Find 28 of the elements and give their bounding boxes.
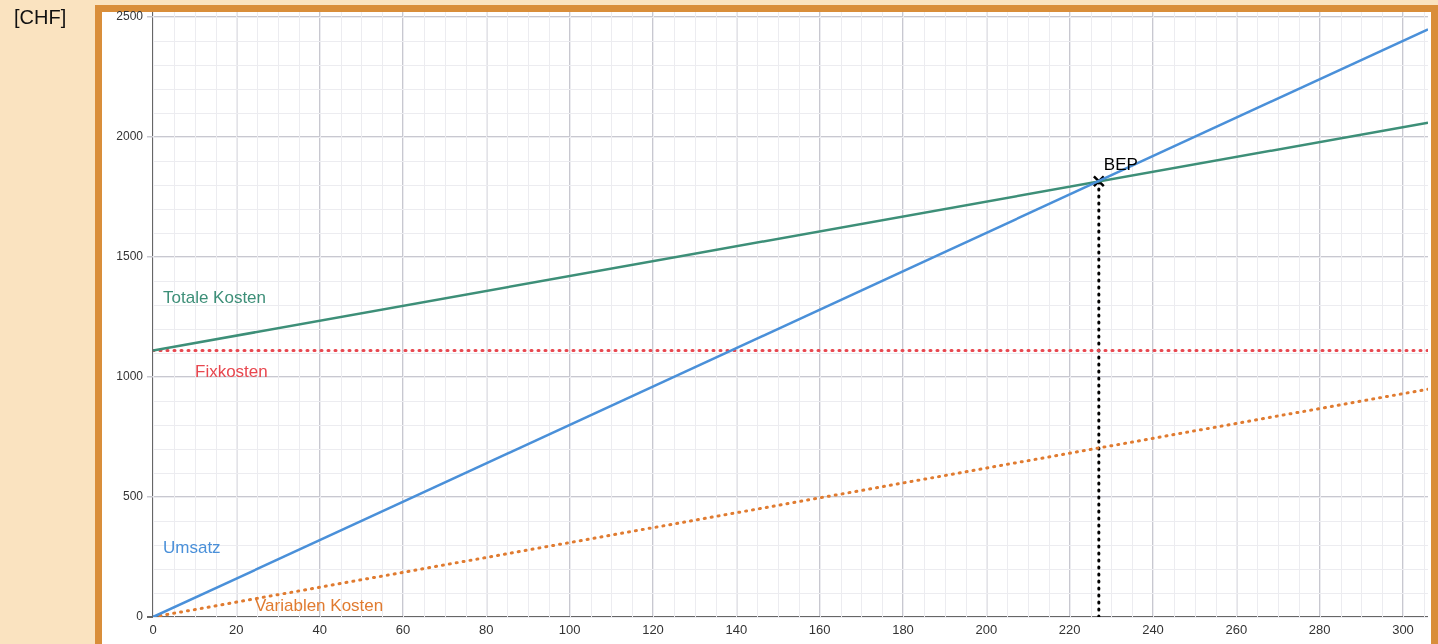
x-tick-label: 240: [1142, 622, 1164, 638]
series-label: BEP: [1103, 154, 1138, 174]
x-tick-label: 260: [1225, 622, 1248, 638]
series-label: Umsatz: [163, 538, 221, 558]
y-tick-label: 2500: [116, 9, 144, 24]
x-tick-label: 20: [229, 622, 244, 638]
x-tick-label: 280: [1308, 622, 1331, 638]
series-label: Variablen Kosten: [255, 596, 384, 616]
y-tick-label: 1000: [116, 369, 144, 384]
y-tick-label: 500: [122, 489, 144, 504]
x-tick-label: 220: [1058, 622, 1081, 638]
y-axis-title: [CHF]: [14, 6, 67, 29]
x-tick-label: 180: [892, 622, 914, 638]
x-tick-label: 200: [975, 622, 998, 638]
y-tick-label: 0: [136, 609, 144, 624]
x-tick-label: 80: [479, 622, 494, 638]
x-tick-label: 40: [312, 622, 327, 638]
series-label: Totale Kosten: [163, 288, 267, 308]
x-tick-label: 120: [642, 622, 664, 638]
x-tick-label: 300: [1392, 622, 1414, 638]
x-tick-label: 160: [808, 622, 831, 638]
series-label: Fixkosten: [195, 362, 268, 382]
x-tick-label: 100: [558, 622, 581, 638]
x-tick-label: 140: [725, 622, 748, 638]
y-tick-label: 1500: [116, 249, 144, 264]
y-tick-label: 2000: [116, 129, 144, 144]
x-tick-label: 0: [149, 622, 157, 638]
x-tick-label: 60: [395, 622, 411, 638]
